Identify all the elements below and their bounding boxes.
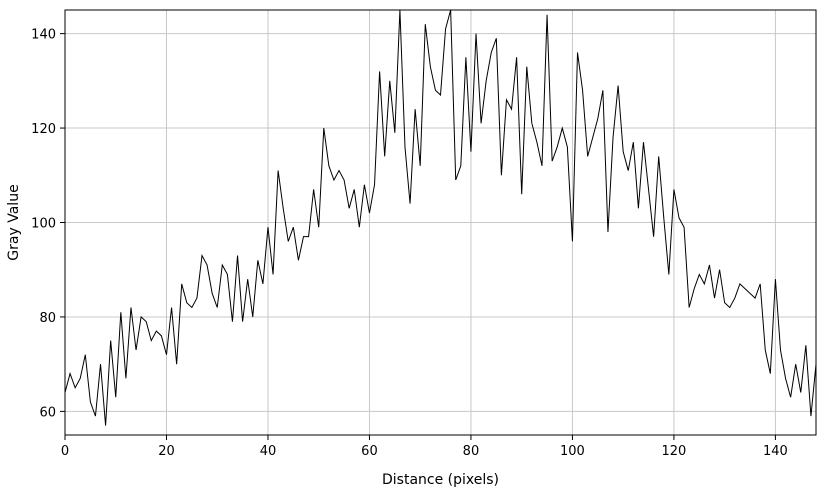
x-axis-label: Distance (pixels) [382, 472, 499, 488]
x-tick-label: 40 [260, 444, 277, 459]
y-axis-ticks: 60 80 100 120 140 [31, 28, 65, 420]
y-tick-label: 140 [31, 28, 56, 43]
x-tick-label: 20 [158, 444, 175, 459]
x-axis-ticks: 0 20 40 60 80 100 120 140 [61, 435, 788, 459]
x-tick-label: 80 [463, 444, 480, 459]
x-tick-label: 100 [560, 444, 585, 459]
y-tick-label: 80 [39, 311, 56, 326]
x-tick-label: 60 [361, 444, 378, 459]
gridlines [64, 10, 816, 435]
y-axis-label: Gray Value [6, 184, 22, 260]
y-tick-label: 100 [31, 217, 56, 232]
y-tick-label: 60 [39, 405, 56, 420]
gray-value-profile-line [64, 9, 817, 426]
y-tick-label: 120 [31, 122, 56, 137]
x-tick-label: 140 [763, 444, 788, 459]
x-tick-label: 0 [61, 444, 69, 459]
x-tick-label: 120 [662, 444, 687, 459]
